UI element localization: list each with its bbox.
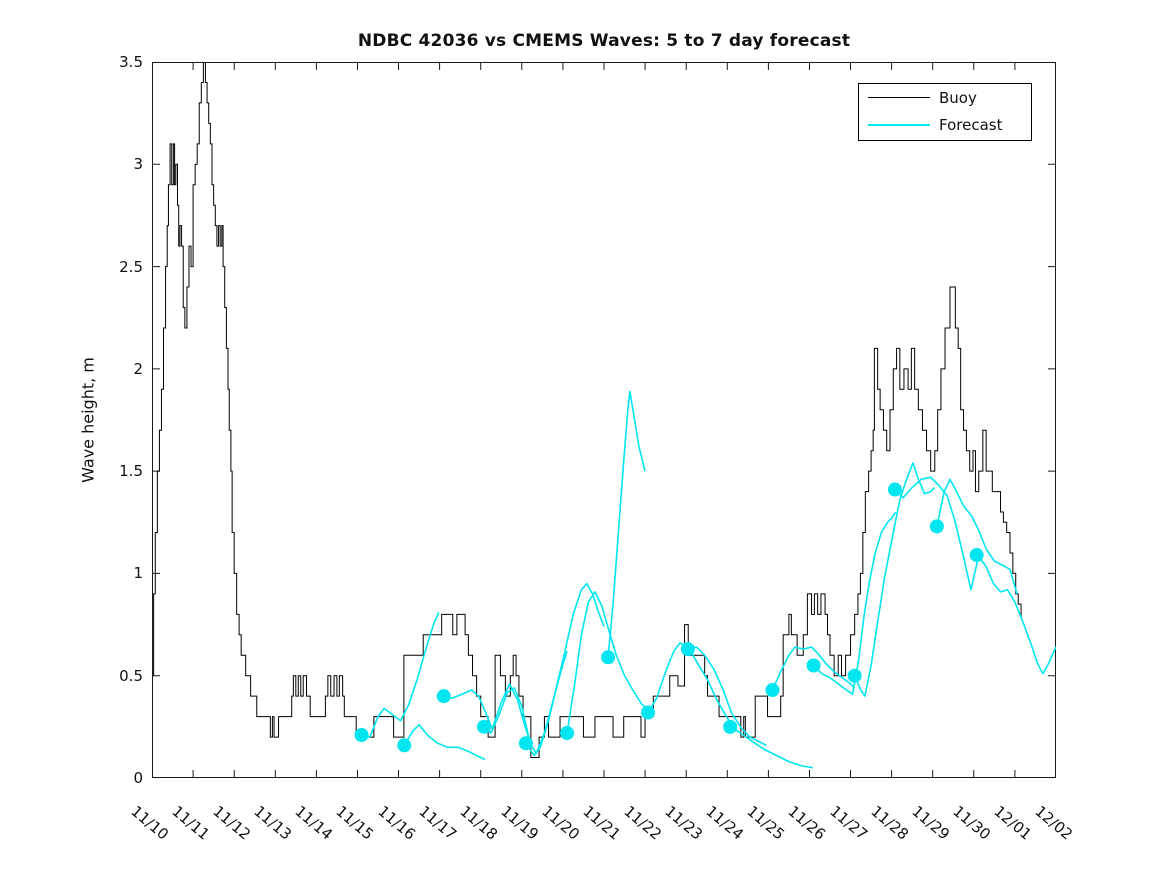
forecast-segment-12	[812, 511, 897, 695]
forecast-start-marker-9	[680, 642, 695, 657]
forecast-start-marker-6	[560, 725, 575, 740]
chart-canvas	[152, 62, 1056, 778]
y-tick-label: 1	[133, 564, 143, 583]
x-tick-label: 11/12	[209, 802, 255, 844]
forecast-start-marker-3	[436, 689, 451, 704]
x-tick-label: 11/11	[168, 802, 214, 844]
x-tick-label: 11/26	[784, 802, 830, 844]
forecast-start-marker-2	[397, 738, 412, 753]
x-tick-label: 11/24	[702, 802, 748, 844]
forecast-start-marker-12	[806, 658, 821, 673]
y-tick-label: 0	[133, 769, 143, 787]
forecast-segment-15	[936, 478, 1018, 595]
x-tick-label: 12/02	[1031, 802, 1077, 844]
forecast-start-marker-1	[354, 728, 369, 743]
forecast-segment-2	[403, 724, 486, 761]
forecast-segment-5	[525, 582, 605, 757]
y-tick-label: 3	[133, 155, 143, 174]
x-tick-label: 11/21	[579, 802, 625, 844]
y-tick-label: 0.5	[119, 666, 143, 685]
y-tick-label: 1.5	[119, 462, 143, 481]
legend-row-forecast: Forecast	[859, 111, 1031, 138]
x-tick-label: 11/29	[908, 802, 953, 844]
x-tick-label: 11/20	[538, 802, 584, 844]
y-tick-label: 2.5	[119, 257, 143, 276]
y-axis-ticks	[152, 62, 1056, 778]
plot-title: NDBC 42036 vs CMEMS Waves: 5 to 7 day fo…	[357, 31, 851, 51]
x-tick-label: 12/01	[990, 802, 1036, 844]
forecast-segment-7	[607, 390, 646, 658]
forecast-segment-3	[443, 683, 530, 740]
forecast-start-marker-15	[929, 519, 944, 534]
x-tick-label: 11/15	[332, 802, 378, 844]
x-tick-label: 11/22	[620, 802, 666, 844]
forecast-start-marker-11	[765, 683, 780, 698]
forecast-segment-6	[566, 591, 651, 734]
buoy-line-sample	[868, 97, 930, 98]
forecast-segment-11	[771, 646, 856, 691]
forecast-line-sample	[868, 123, 930, 126]
x-tick-label: 11/14	[291, 802, 337, 844]
x-tick-label: 11/27	[825, 802, 871, 844]
x-tick-label: 11/30	[949, 802, 994, 844]
x-tick-label: 11/19	[497, 802, 542, 844]
forecast-start-marker-7	[601, 650, 616, 665]
forecast-start-marker-10	[723, 719, 738, 734]
x-tick-label: 11/18	[456, 802, 501, 844]
axes-box	[152, 62, 1056, 778]
forecast-segment-14	[894, 476, 979, 591]
forecast-segment-1	[361, 611, 440, 738]
forecast-segment-13	[853, 462, 936, 697]
forecast-start-marker-4	[477, 719, 492, 734]
y-tick-label: 2	[133, 359, 143, 378]
forecast-start-marker-8	[640, 705, 655, 720]
forecast-segment-16	[976, 554, 1056, 675]
x-tick-label: 11/13	[250, 802, 296, 844]
plot-area	[152, 62, 1056, 778]
x-tick-label: 11/10	[127, 802, 173, 844]
forecast-segment-10	[729, 726, 813, 769]
buoy-series-line	[152, 62, 1022, 759]
legend-row-buoy: Buoy	[859, 84, 1031, 111]
forecast-start-marker-14	[887, 482, 902, 497]
x-axis-ticks	[152, 62, 1056, 778]
x-tick-label: 11/17	[415, 802, 460, 844]
forecast-start-marker-5	[518, 736, 533, 751]
forecast-start-marker-16	[969, 548, 984, 563]
x-tick-label: 11/23	[661, 802, 707, 844]
forecast-start-marker-13	[847, 668, 862, 683]
legend-label-forecast: Forecast	[939, 115, 1003, 134]
x-tick-label: 11/16	[373, 802, 419, 844]
y-tick-label: 3.5	[119, 53, 143, 71]
legend-label-buoy: Buoy	[939, 88, 977, 107]
x-tick-label: 11/28	[867, 802, 912, 844]
legend-box: Buoy Forecast	[858, 83, 1032, 141]
forecast-segment-9	[687, 646, 767, 746]
x-tick-label: 11/25	[743, 802, 789, 844]
